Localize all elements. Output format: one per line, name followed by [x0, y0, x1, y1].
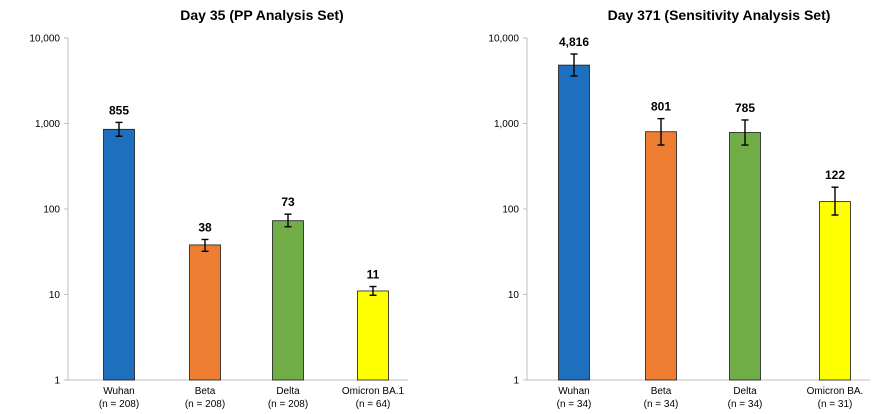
bar-wuhan [103, 128, 135, 381]
bar-beta [645, 131, 677, 381]
x-tick-n-label: (n = 34) [557, 399, 592, 410]
y-tick-label: 10,000 [488, 34, 519, 45]
x-tick-label: Beta [651, 386, 672, 397]
y-tick-label: 100 [43, 205, 60, 216]
data-label: 4,816 [559, 35, 589, 49]
x-tick-label: Beta [195, 386, 216, 397]
data-label: 73 [281, 195, 295, 209]
x-tick-n-label: (n = 31) [818, 399, 853, 410]
y-tick-label: 10,000 [29, 34, 60, 45]
bar-wuhan [558, 64, 590, 381]
bar-omicron-ba- [819, 201, 851, 381]
x-tick-n-label: (n = 208) [268, 399, 308, 410]
bar-delta [272, 220, 304, 381]
x-tick-label: Delta [276, 386, 300, 397]
y-tick-label: 1,000 [35, 119, 60, 130]
x-tick-n-label: (n = 64) [356, 399, 391, 410]
y-tick-label: 10 [49, 290, 61, 301]
x-tick-label: Wuhan [558, 386, 590, 397]
x-tick-n-label: (n = 34) [644, 399, 679, 410]
x-tick-label: Omicron BA. [807, 386, 864, 397]
y-tick-label: 100 [502, 205, 519, 216]
data-label: 785 [735, 101, 755, 115]
data-label: 11 [367, 268, 380, 282]
data-label: 855 [109, 103, 129, 117]
x-tick-label: Omicron BA.1 [342, 386, 405, 397]
x-tick-label: Delta [733, 386, 757, 397]
bar-beta [189, 244, 221, 381]
x-tick-n-label: (n = 208) [99, 399, 139, 410]
chart-title-1: Day 371 (Sensitivity Analysis Set) [608, 7, 831, 23]
y-tick-label: 1 [513, 376, 519, 387]
x-tick-label: Wuhan [103, 386, 135, 397]
y-tick-label: 1,000 [494, 119, 519, 130]
bar-delta [729, 132, 761, 381]
data-label: 801 [651, 100, 671, 114]
y-tick-label: 10 [508, 290, 520, 301]
data-label: 38 [198, 220, 212, 234]
bar-omicron-ba-1 [357, 290, 389, 381]
x-tick-n-label: (n = 34) [728, 399, 763, 410]
y-tick-label: 1 [54, 376, 60, 387]
x-tick-n-label: (n = 208) [185, 399, 225, 410]
chart-title-0: Day 35 (PP Analysis Set) [180, 7, 343, 23]
data-label: 122 [825, 168, 845, 182]
